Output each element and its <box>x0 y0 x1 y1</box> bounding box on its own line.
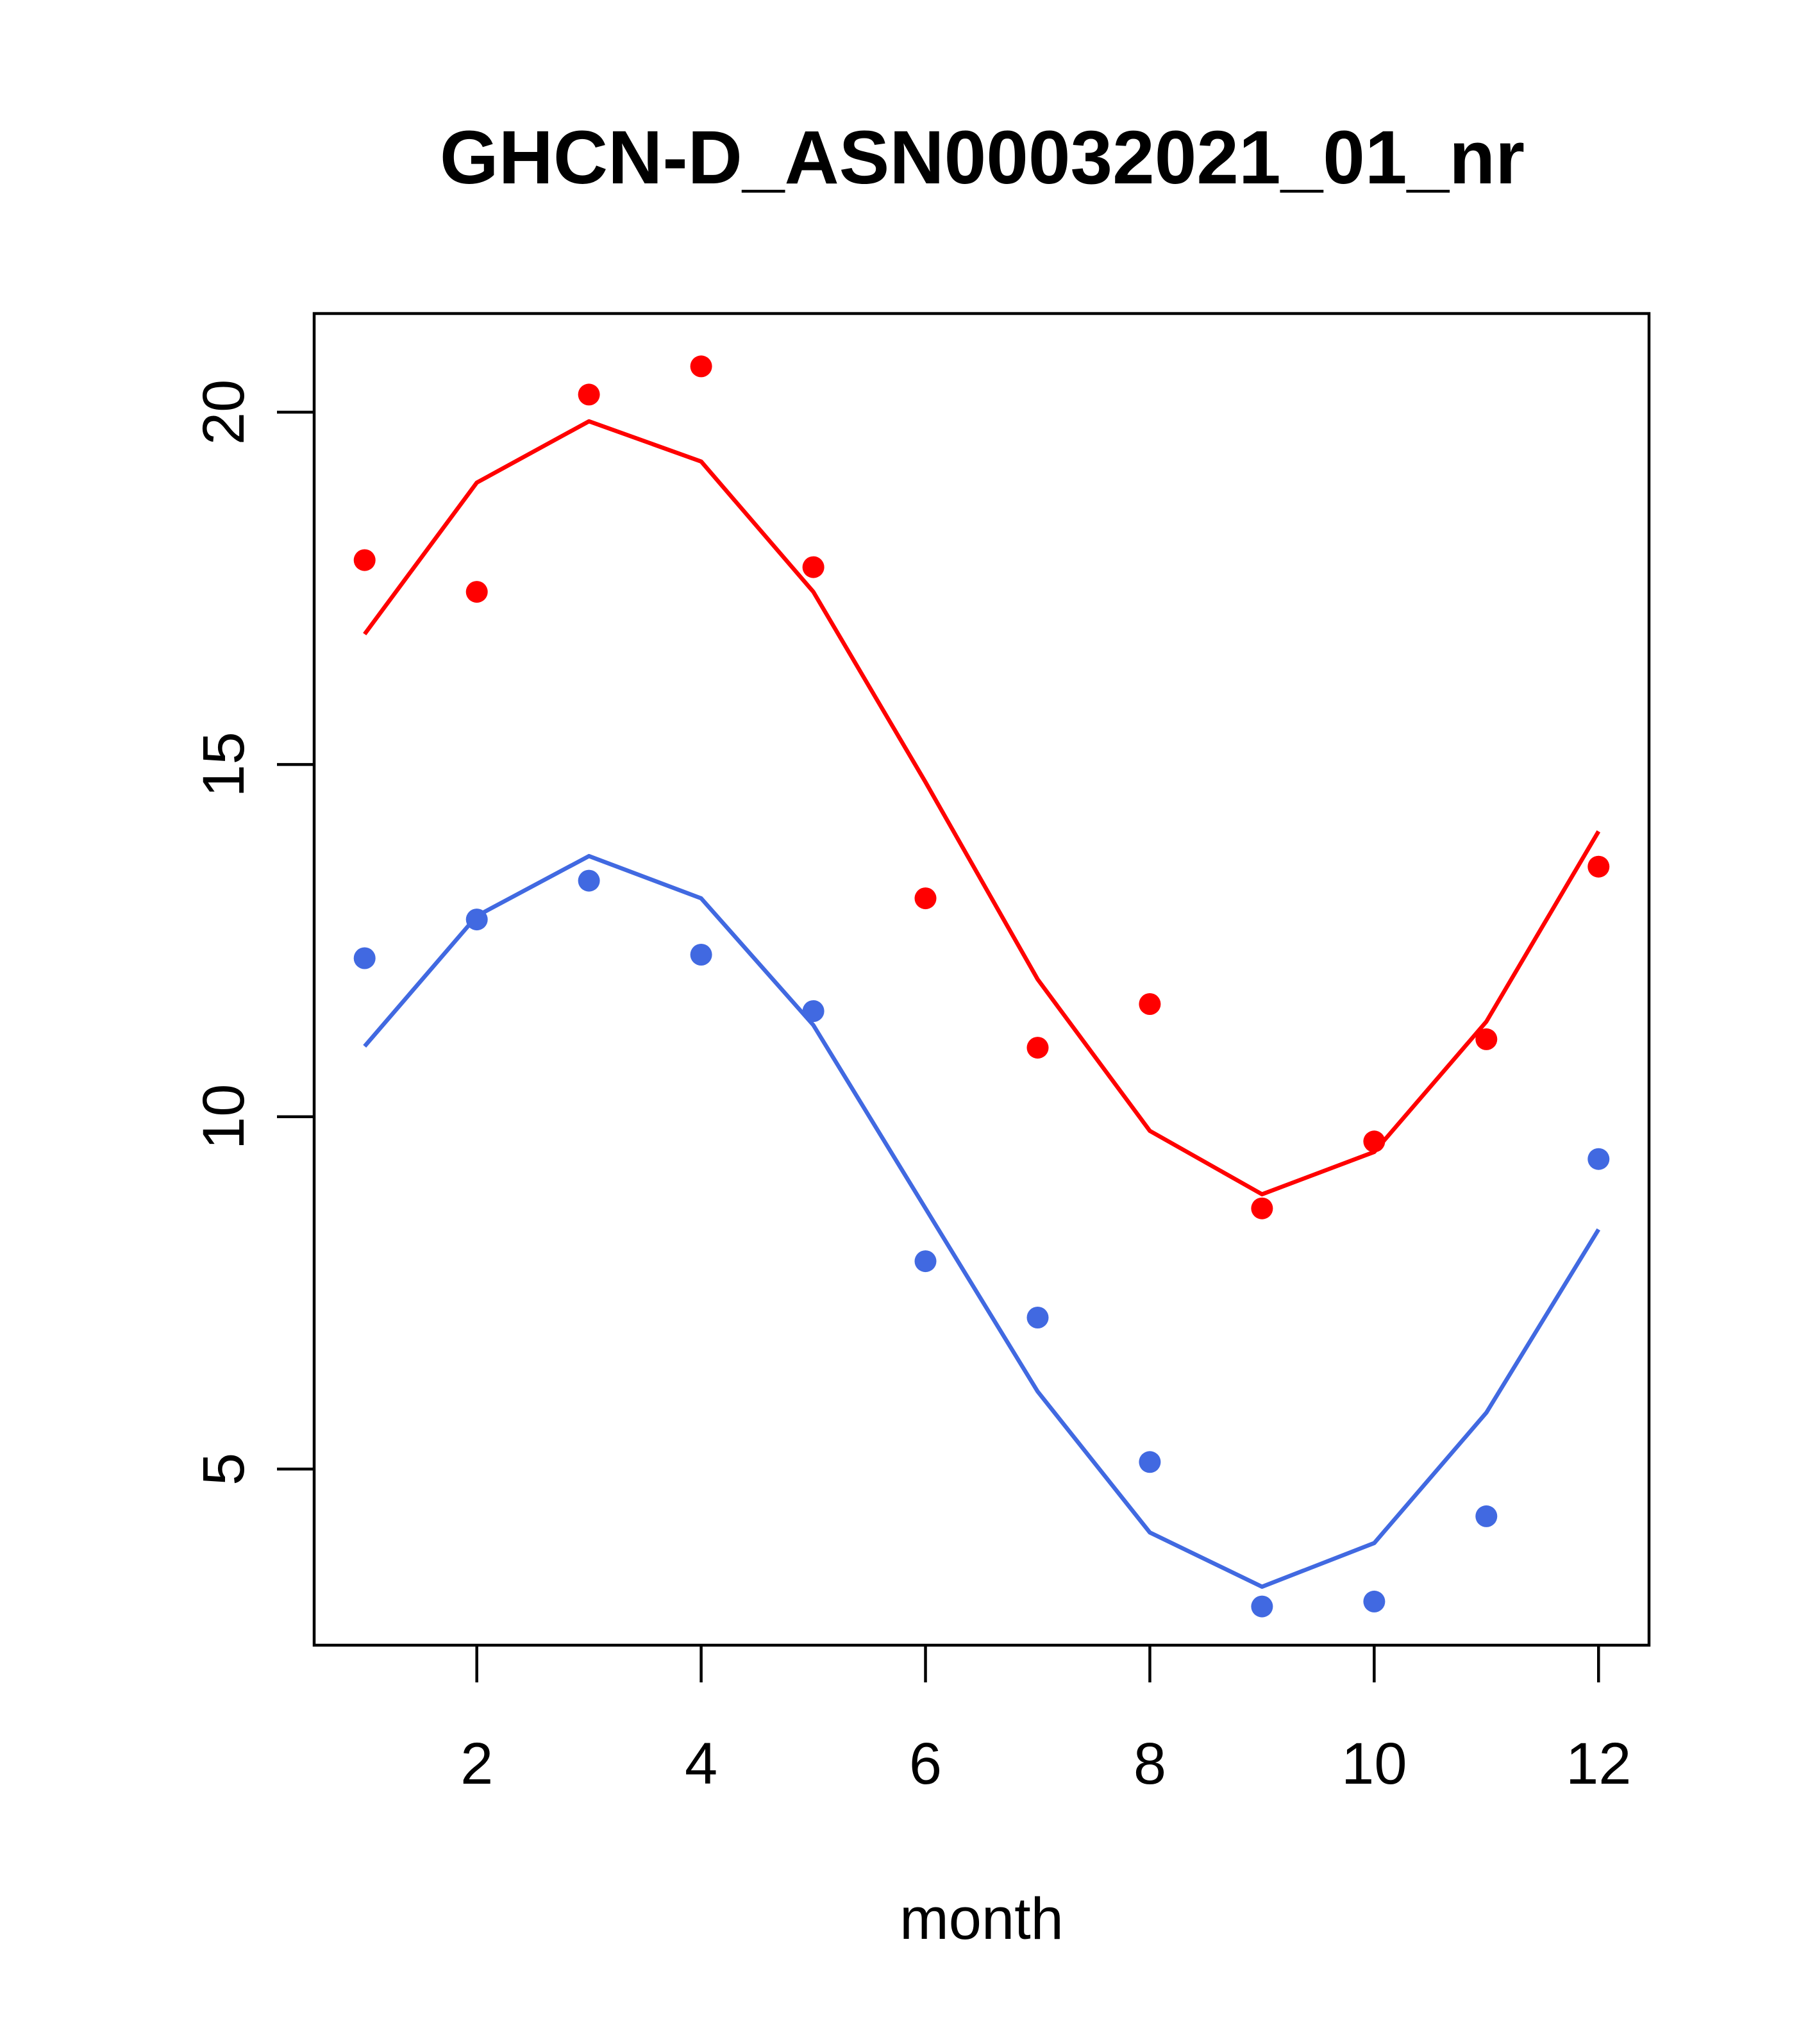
series-1-point <box>353 549 376 571</box>
series-1-point <box>1139 993 1161 1015</box>
x-axis-label: month <box>900 1886 1064 1952</box>
x-tick-label: 8 <box>1134 1731 1166 1797</box>
series-1-point <box>1363 1130 1386 1153</box>
series-2-point <box>1363 1590 1386 1613</box>
series-1-point <box>1026 1037 1049 1059</box>
series-2-point <box>1475 1505 1498 1527</box>
series-1-point <box>802 556 825 578</box>
series-1-point <box>465 581 488 603</box>
series-1-point <box>690 355 712 378</box>
y-tick-label: 15 <box>191 732 256 797</box>
series-1-point <box>914 887 937 910</box>
y-tick-label: 20 <box>191 380 256 445</box>
x-tick-label: 10 <box>1341 1731 1407 1797</box>
plot-frame <box>312 312 1651 1647</box>
series-2-point <box>690 944 712 966</box>
series-2-point <box>1139 1451 1161 1473</box>
series-2-point <box>465 909 488 931</box>
x-tick-label: 4 <box>685 1731 717 1797</box>
y-axis: 5 10 15 20 <box>191 380 314 1486</box>
series-2-point <box>353 947 376 969</box>
x-axis: 2 4 6 8 10 12 <box>460 1645 1631 1797</box>
series-1-point <box>1475 1028 1498 1050</box>
chart-title: GHCN-D_ASN00032021_01_nr <box>440 115 1525 200</box>
series-2-point <box>802 1000 825 1022</box>
series-2-point <box>1587 1148 1610 1170</box>
y-tick-label: 10 <box>191 1084 256 1150</box>
series-2-point <box>1026 1307 1049 1328</box>
series-1-point <box>1587 855 1610 878</box>
x-tick-label: 12 <box>1566 1731 1631 1797</box>
series-1-point <box>578 383 600 406</box>
series-2-line <box>363 853 1601 1589</box>
series-1-line <box>363 419 1601 1196</box>
series-2-point <box>914 1250 937 1273</box>
series-2-point <box>1251 1595 1273 1618</box>
series-1-point <box>1251 1197 1273 1219</box>
y-tick-label: 5 <box>191 1453 256 1486</box>
x-tick-label: 6 <box>909 1731 942 1797</box>
series-layer <box>353 355 1610 1618</box>
series-2-point <box>578 869 600 892</box>
x-tick-label: 2 <box>460 1731 493 1797</box>
